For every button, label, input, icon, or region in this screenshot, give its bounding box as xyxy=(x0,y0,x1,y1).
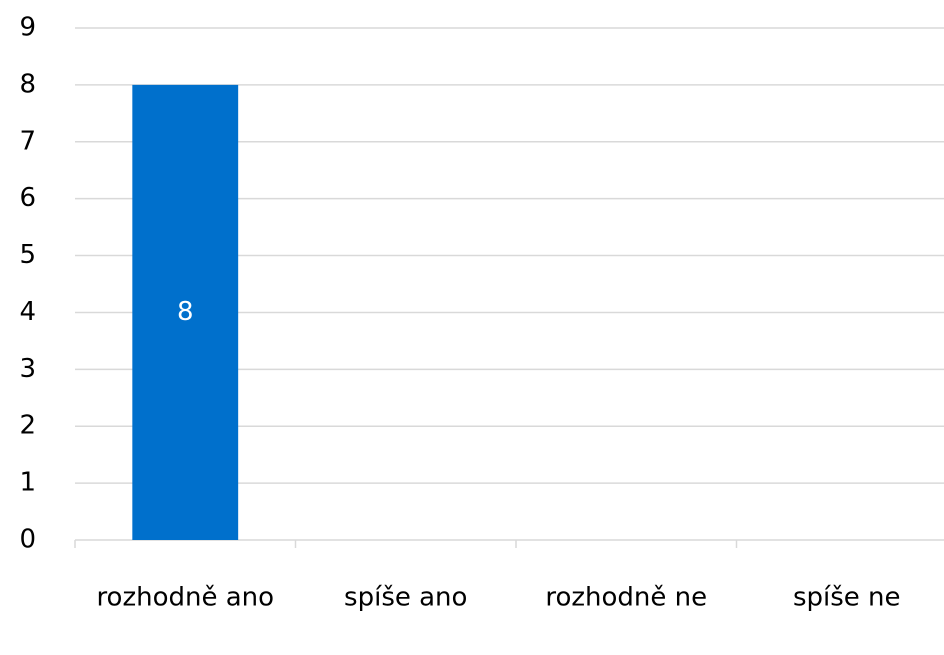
y-tick-label: 5 xyxy=(19,240,36,270)
data-label: 8 xyxy=(177,297,194,327)
y-tick-label: 4 xyxy=(19,297,36,327)
y-tick-label: 6 xyxy=(19,183,36,213)
x-tick-label: rozhodně ne xyxy=(545,583,707,613)
bar xyxy=(132,84,239,540)
y-tick-label: 9 xyxy=(19,13,36,43)
y-tick-label: 1 xyxy=(19,468,36,498)
y-tick-label: 7 xyxy=(19,126,36,156)
x-tick-label: spíše ano xyxy=(344,583,467,613)
x-tick-label: rozhodně ano xyxy=(96,583,274,613)
y-tick-label: 2 xyxy=(19,411,36,441)
y-tick-label: 0 xyxy=(19,525,36,555)
y-tick-label: 8 xyxy=(19,69,36,99)
y-tick-label: 3 xyxy=(19,354,36,384)
x-tick-label: spíše ne xyxy=(793,583,901,613)
